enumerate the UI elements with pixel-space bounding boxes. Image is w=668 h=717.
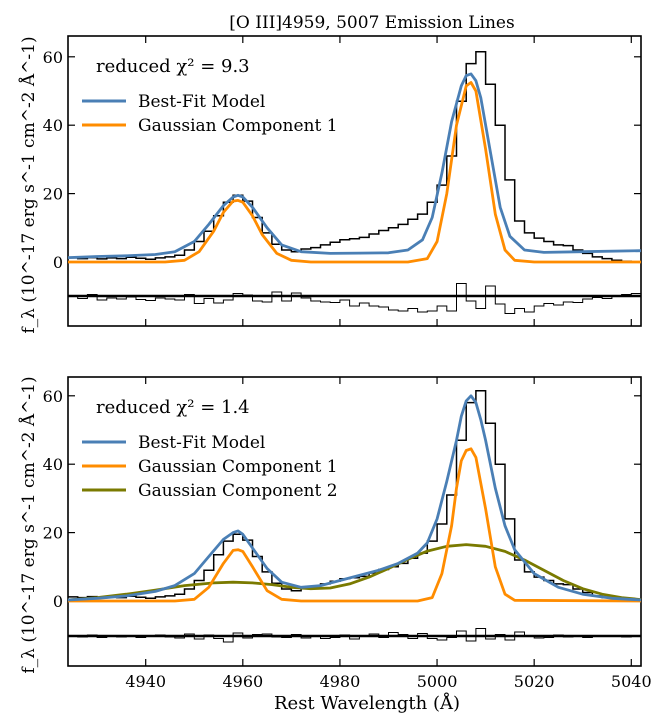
residual-trace (68, 628, 642, 643)
series-best-fit-model (67, 394, 642, 602)
y-tick-label: 0 (53, 592, 63, 611)
plot-frame (67, 376, 642, 667)
y-tick-label: 20 (43, 524, 63, 543)
y-tick-label: 40 (43, 455, 63, 474)
series-gaussian-component-2 (67, 543, 642, 602)
y-tick-label: 0 (53, 253, 63, 272)
legend-entry: Gaussian Component 1 (138, 116, 338, 136)
x-tick-label: 5020 (514, 672, 555, 691)
reduced-chi2-annotation: reduced χ² = 9.3 (96, 56, 250, 77)
x-tick-label: 4960 (222, 672, 263, 691)
reduced-chi2-annotation: reduced χ² = 1.4 (96, 397, 250, 418)
top-panel: 0 20 40 60 reduced χ² = 9.3 Best-Fit Model Gau… (43, 35, 642, 327)
legend-entry: Best-Fit Model (138, 92, 265, 112)
top-y-axis-label: f_λ (10^-17 erg s^-1 cm^-2 Å^-1) (18, 36, 39, 333)
bottom-panel: 0 20 40 60 4940 4960 4980 5000 5020 5040 reduced χ… (43, 376, 652, 691)
y-tick-label: 60 (43, 387, 63, 406)
bottom-y-axis-label: f_λ (10^-17 erg s^-1 cm^-2 Å^-1) (18, 376, 39, 673)
legend-entry: Best-Fit Model (138, 433, 265, 453)
x-tick-label: 5040 (611, 672, 652, 691)
series-best-fit-model (67, 72, 642, 259)
y-tick-label: 60 (43, 48, 63, 67)
legend-entry: Gaussian Component 2 (138, 481, 338, 501)
x-tick-label: 5000 (417, 672, 458, 691)
legend-entry: Gaussian Component 1 (138, 457, 338, 477)
observed-spectrum (68, 50, 641, 263)
x-tick-label: 4980 (320, 672, 361, 691)
y-tick-label: 40 (43, 116, 63, 135)
residual-trace (68, 283, 642, 314)
y-tick-label: 20 (43, 185, 63, 204)
x-axis-label: Rest Wavelength (Å) (274, 692, 460, 714)
figure-title: [O III]4959, 5007 Emission Lines (229, 13, 514, 33)
x-tick-label: 4940 (125, 672, 166, 691)
series-gaussian-component-1 (68, 447, 642, 603)
plot-frame (67, 35, 642, 327)
series-gaussian-component-1 (68, 81, 641, 264)
